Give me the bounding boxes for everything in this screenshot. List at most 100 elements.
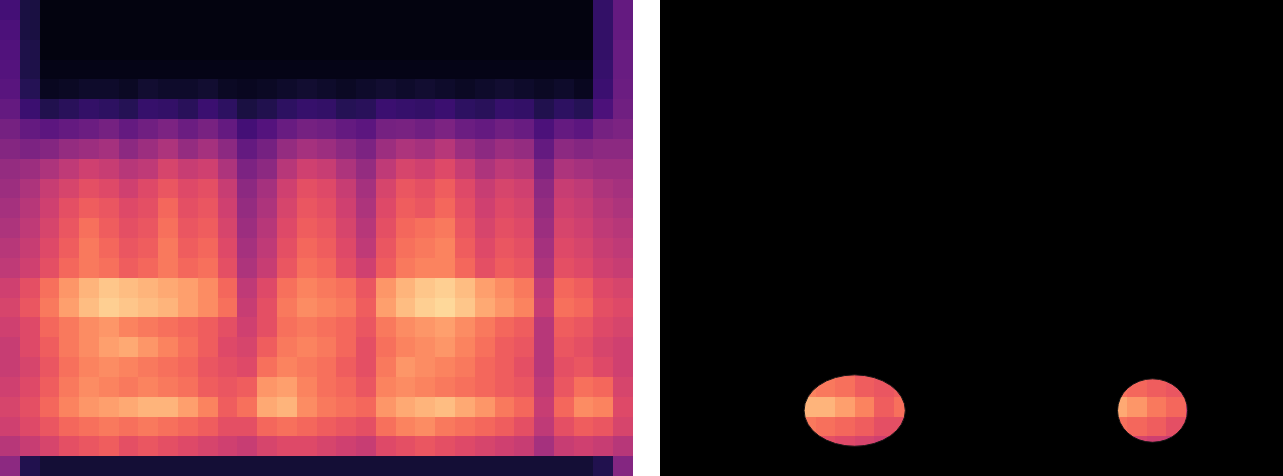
heatmap-cell <box>158 377 178 397</box>
heatmap-cell <box>158 298 178 318</box>
heatmap-cell <box>376 456 396 476</box>
heatmap-cell <box>158 357 178 377</box>
heatmap-cell <box>119 417 139 437</box>
heatmap-cell <box>952 357 972 377</box>
heatmap-cell <box>718 377 738 397</box>
heatmap-cell <box>237 218 257 238</box>
heatmap-cell <box>79 218 99 238</box>
heatmap-cell <box>1244 60 1264 80</box>
heatmap-cell <box>317 20 337 40</box>
heatmap-cell <box>158 79 178 99</box>
heatmap-cell <box>933 139 953 159</box>
heatmap-cell <box>894 139 914 159</box>
heatmap-cell <box>297 139 317 159</box>
heatmap-cell <box>1186 397 1206 417</box>
heatmap-cell <box>991 179 1011 199</box>
heatmap-cell <box>874 139 894 159</box>
heatmap-cell <box>1264 317 1283 337</box>
heatmap-cell <box>277 417 297 437</box>
heatmap-cell <box>138 119 158 139</box>
heatmap-cell <box>593 436 613 456</box>
heatmap-cell <box>158 218 178 238</box>
heatmap-cell <box>679 317 699 337</box>
heatmap-cell <box>574 40 594 60</box>
heatmap-cell <box>913 238 933 258</box>
heatmap-cell <box>376 377 396 397</box>
heatmap-cell <box>317 456 337 476</box>
heatmap-cell <box>138 40 158 60</box>
heatmap-cell <box>415 99 435 119</box>
heatmap-cell <box>1244 139 1264 159</box>
heatmap-cell <box>277 139 297 159</box>
heatmap-cell <box>99 40 119 60</box>
heatmap-cell <box>257 198 277 218</box>
heatmap-cell <box>237 417 257 437</box>
heatmap-cell <box>356 99 376 119</box>
heatmap-cell <box>218 357 238 377</box>
heatmap-cell <box>835 119 855 139</box>
heatmap-cell <box>415 60 435 80</box>
heatmap-cell <box>336 397 356 417</box>
heatmap-cell <box>1244 20 1264 40</box>
heatmap-cell <box>514 397 534 417</box>
heatmap-cell <box>20 238 40 258</box>
heatmap-cell <box>679 436 699 456</box>
heatmap-cell <box>933 218 953 238</box>
heatmap-cell <box>119 258 139 278</box>
heatmap-cell <box>913 298 933 318</box>
heatmap-cell <box>514 179 534 199</box>
heatmap-cell <box>415 397 435 417</box>
heatmap-cell <box>1088 20 1108 40</box>
heatmap-cell <box>534 417 554 437</box>
heatmap-cell <box>1225 417 1245 437</box>
heatmap-cell <box>991 60 1011 80</box>
heatmap-cell <box>816 40 836 60</box>
heatmap-cell <box>514 99 534 119</box>
heatmap-cell <box>835 278 855 298</box>
heatmap-cell <box>495 198 515 218</box>
heatmap-cell <box>40 79 60 99</box>
heatmap-cell <box>237 40 257 60</box>
heatmap-cell <box>679 159 699 179</box>
heatmap-cell <box>874 119 894 139</box>
heatmap-cell <box>495 337 515 357</box>
heatmap-cell <box>699 436 719 456</box>
heatmap-cell <box>0 60 20 80</box>
heatmap-cell <box>874 417 894 437</box>
heatmap-cell <box>991 20 1011 40</box>
heatmap-cell <box>376 238 396 258</box>
heatmap-cell <box>913 99 933 119</box>
heatmap-cell <box>1186 218 1206 238</box>
heatmap-cell <box>1049 139 1069 159</box>
heatmap-cell <box>757 377 777 397</box>
heatmap-cell <box>835 337 855 357</box>
heatmap-cell <box>613 0 633 20</box>
heatmap-cell <box>1147 357 1167 377</box>
heatmap-cell <box>356 159 376 179</box>
heatmap-cell <box>718 119 738 139</box>
heatmap-cell <box>514 218 534 238</box>
heatmap-cell <box>99 198 119 218</box>
heatmap-cell <box>1010 397 1030 417</box>
heatmap-cell <box>534 377 554 397</box>
heatmap-cell <box>99 357 119 377</box>
heatmap-cell <box>554 159 574 179</box>
heatmap-cell <box>1049 377 1069 397</box>
heatmap-cell <box>79 119 99 139</box>
heatmap-cell <box>738 337 758 357</box>
heatmap-cell <box>59 278 79 298</box>
heatmap-cell <box>1225 258 1245 278</box>
heatmap-cell <box>894 218 914 238</box>
heatmap-cell <box>178 159 198 179</box>
heatmap-cell <box>816 99 836 119</box>
heatmap-cell <box>237 337 257 357</box>
heatmap-cell <box>40 198 60 218</box>
heatmap-cell <box>777 238 797 258</box>
heatmap-cell <box>138 99 158 119</box>
heatmap-cell <box>952 436 972 456</box>
heatmap-cell <box>894 377 914 397</box>
heatmap-cell <box>158 159 178 179</box>
heatmap-cell <box>1166 198 1186 218</box>
heatmap-cell <box>1049 417 1069 437</box>
heatmap-cell <box>277 436 297 456</box>
